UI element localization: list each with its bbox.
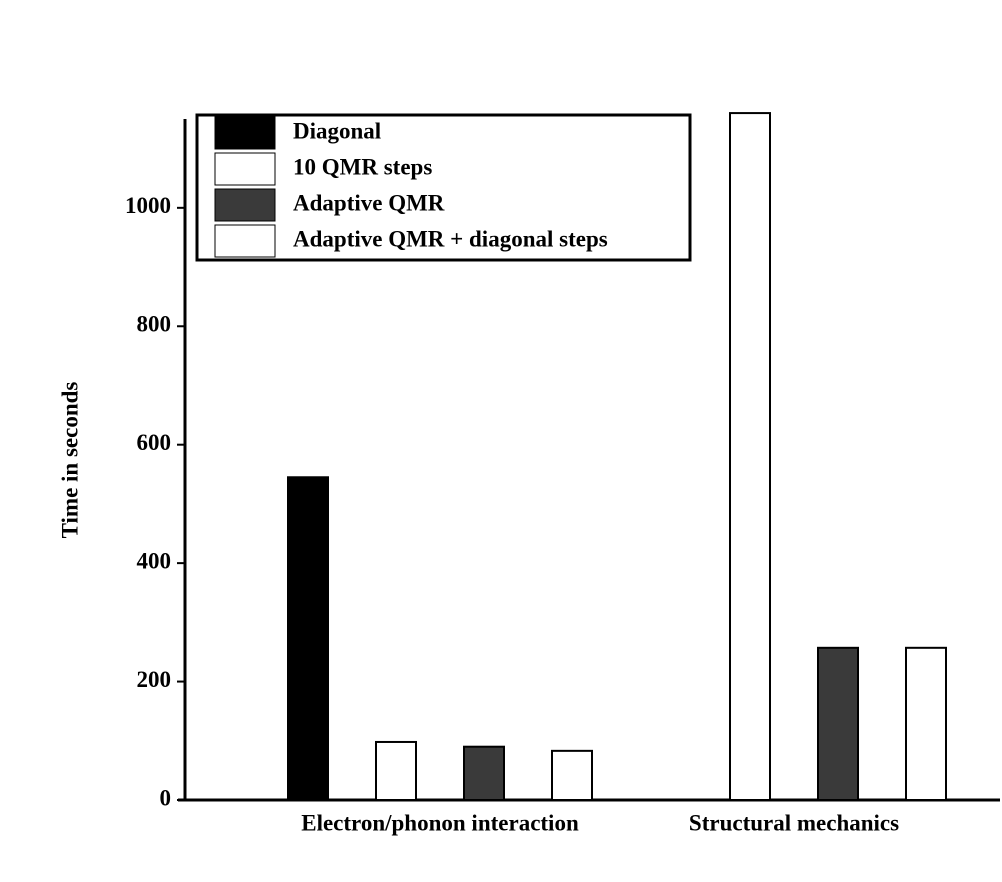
y-tick-label: 600	[137, 430, 172, 455]
legend-box	[195, 113, 692, 262]
legend-swatch	[214, 116, 276, 150]
y-axis-label: Time in seconds	[57, 382, 82, 539]
y-tick-label: 400	[137, 548, 172, 573]
x-tick-label: Structural mechanics	[689, 810, 899, 835]
legend-swatch	[214, 188, 276, 222]
legend-swatch	[214, 224, 276, 258]
legend-label: Adaptive QMR	[293, 190, 445, 215]
legend-label: 10 QMR steps	[293, 154, 432, 179]
y-tick-label: 1000	[125, 193, 171, 218]
legend-label: Diagonal	[293, 118, 381, 143]
legend-swatch	[214, 152, 276, 186]
bar	[463, 745, 505, 801]
bar	[375, 740, 417, 802]
x-tick-label: Electron/phonon interaction	[301, 810, 579, 835]
bar	[905, 646, 947, 801]
legend-label: Adaptive QMR + diagonal steps	[293, 226, 608, 251]
y-tick-label: 0	[160, 785, 172, 810]
y-tick-label: 800	[137, 312, 172, 337]
bar	[287, 476, 329, 801]
bar	[729, 112, 771, 802]
bar	[817, 646, 859, 801]
bar	[551, 749, 593, 801]
y-tick-label: 200	[137, 667, 172, 692]
